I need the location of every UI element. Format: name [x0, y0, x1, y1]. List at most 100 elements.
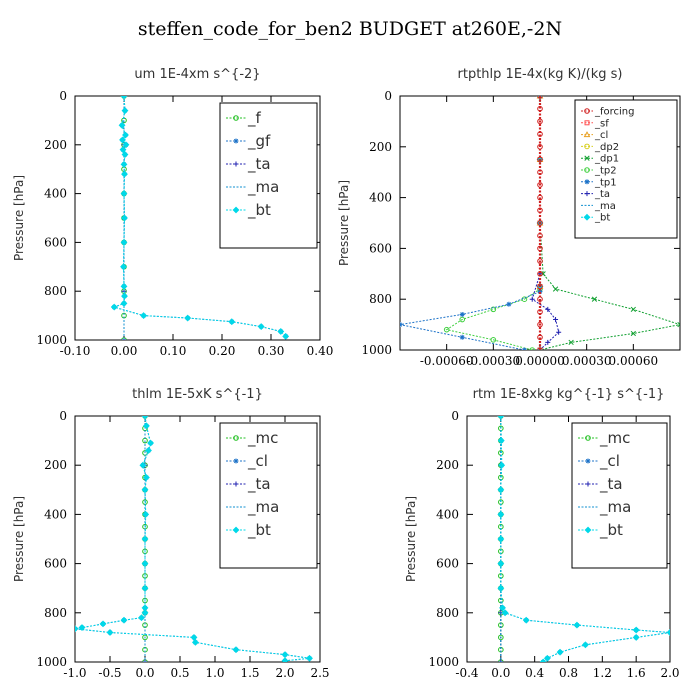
data-point — [537, 289, 543, 295]
plot-frame — [74, 95, 321, 341]
legend-label: _cl — [594, 130, 608, 141]
legend-label: _mc — [599, 429, 630, 448]
data-point — [147, 439, 155, 447]
x-tick-label: 0.40 — [307, 344, 334, 358]
legend-label: _ma — [247, 178, 279, 197]
x-tick-label: 0.0 — [135, 666, 154, 680]
data-point — [121, 214, 128, 222]
legend-marker — [585, 481, 591, 487]
x-tick-label: 2.5 — [310, 666, 329, 680]
data-point — [581, 641, 589, 649]
data-point — [120, 96, 128, 100]
x-tick-label: -0.00030 — [466, 354, 520, 368]
data-point — [537, 220, 543, 226]
legend-label: _tp1 — [594, 177, 617, 188]
data-point — [539, 658, 547, 662]
legend-marker — [233, 161, 239, 167]
legend-marker — [584, 108, 590, 114]
data-point — [141, 416, 149, 420]
data-point — [138, 614, 145, 622]
x-tick-label: 0.00060 — [609, 354, 659, 368]
y-tick-label: 0 — [384, 89, 392, 103]
data-point — [120, 160, 128, 168]
data-point — [118, 121, 126, 129]
data-point — [277, 328, 285, 335]
y-tick-label: 1000 — [36, 333, 67, 347]
data-point — [537, 118, 543, 125]
data-point — [552, 286, 559, 292]
legend-label: _ma — [247, 498, 279, 517]
data-point — [501, 609, 509, 617]
data-point — [120, 616, 128, 624]
series-line — [112, 96, 287, 337]
data-point — [537, 283, 543, 290]
legend-marker — [233, 481, 239, 487]
data-point — [121, 170, 128, 178]
data-point — [537, 296, 543, 303]
legend-label: _bt — [599, 521, 623, 540]
data-point — [529, 296, 535, 302]
y-tick-label: 200 — [436, 458, 459, 472]
data-point — [553, 317, 559, 323]
x-tick-label: 0.30 — [258, 344, 285, 358]
data-point — [677, 321, 680, 328]
y-tick-label: 800 — [436, 606, 459, 620]
data-point — [537, 258, 543, 264]
data-point — [522, 616, 530, 624]
data-point — [232, 646, 240, 654]
legend-marker — [584, 191, 590, 197]
x-tick-label: 2.0 — [275, 666, 294, 680]
data-point — [257, 323, 265, 331]
legend-label: _ta — [594, 189, 610, 200]
data-point — [556, 329, 562, 335]
data-point — [142, 659, 148, 662]
x-tick-label: -0.5 — [98, 666, 121, 680]
legend: _mc _cl _ta _ma _bt — [219, 422, 318, 569]
panel-3: thlm 1E-5xK s^{-1} Pressure [hPa] -1.0 -0.5… — [12, 387, 330, 680]
legend-label: _cl — [599, 452, 620, 471]
x-tick-label: 2.0 — [660, 666, 679, 680]
y-tick-label: 800 — [44, 284, 67, 298]
y-tick-label: 0 — [451, 409, 459, 423]
legend: _forcing_sf_cl_dp2_dp1_tp2_tp1_ta_ma_bt — [574, 99, 678, 239]
plot-area — [400, 96, 680, 350]
data-point — [497, 486, 505, 494]
data-point — [282, 332, 290, 340]
y-tick-label: 400 — [44, 187, 67, 201]
data-point — [498, 461, 506, 469]
data-point — [139, 461, 147, 469]
legend-marker — [584, 143, 590, 150]
legend-marker — [585, 435, 591, 441]
y-tick-label: 400 — [44, 507, 67, 521]
legend-marker — [233, 435, 239, 441]
panel-1: um 1E-4xm s^{-2} Pressure [hPa] -0.10 0.00 0… — [12, 67, 333, 358]
legend: _f _gf _ta _ma _bt — [219, 102, 318, 249]
data-point — [556, 648, 564, 656]
data-point — [537, 309, 543, 315]
y-tick-label: 1000 — [36, 655, 67, 669]
data-point — [141, 486, 149, 494]
legend-box — [219, 102, 318, 249]
data-point — [184, 314, 192, 322]
data-point — [459, 316, 466, 323]
data-point — [573, 621, 581, 629]
data-point — [121, 107, 129, 115]
legend-label: _bt — [247, 201, 271, 220]
data-point — [120, 263, 127, 271]
legend-box — [571, 422, 668, 569]
legend-label: _bt — [594, 213, 610, 224]
legend-marker — [233, 115, 239, 121]
panel-2: rtpthlp 1E-4x(kg K)/(kg s) Pressure [hPa]… — [337, 67, 681, 368]
data-point — [281, 657, 289, 662]
y-axis-label: Pressure [hPa] — [337, 180, 351, 266]
data-point — [537, 105, 543, 112]
plot-area — [75, 416, 313, 662]
panel-title: thlm 1E-5xK s^{-1} — [132, 387, 263, 402]
data-point — [568, 339, 574, 346]
x-tick-label: -1.0 — [63, 666, 86, 680]
data-point — [630, 306, 636, 313]
legend-label: _ma — [594, 201, 616, 212]
legend-marker — [584, 155, 590, 161]
data-point — [145, 447, 152, 454]
data-point — [110, 303, 118, 311]
